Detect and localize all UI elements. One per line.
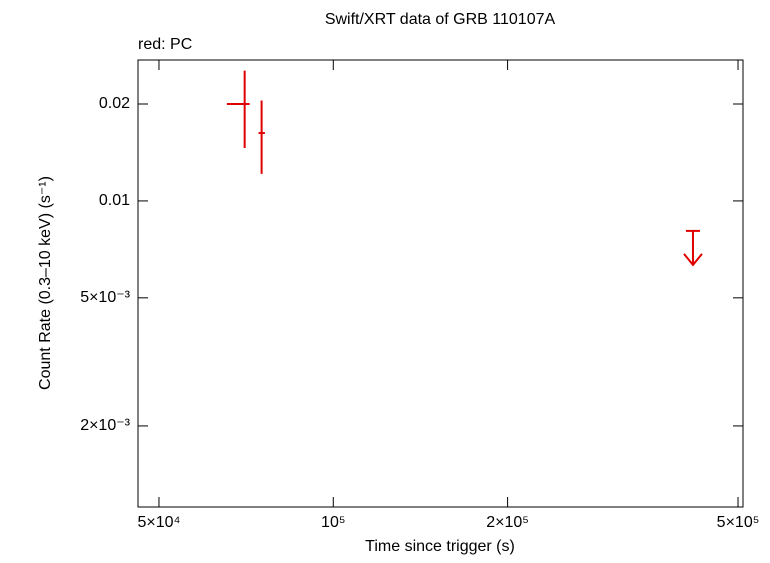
data-point: [260, 131, 264, 135]
y-axis-label: Count Rate (0.3–10 keV) (s⁻¹): [37, 176, 54, 390]
y-tick-label: 0.01: [99, 192, 130, 209]
x-tick-label: 10⁵: [321, 514, 345, 531]
annotation: red: PC: [138, 36, 192, 53]
chart-title: Swift/XRT data of GRB 110107A: [325, 11, 556, 28]
y-tick-label: 2×10⁻³: [80, 417, 130, 434]
upper-limit-arrow: [683, 230, 703, 267]
x-tick-label: 5×10⁴: [138, 514, 181, 531]
x-tick-label: 2×10⁵: [486, 514, 529, 531]
x-axis-label: Time since trigger (s): [365, 538, 515, 555]
y-tick-label: 5×10⁻³: [80, 289, 130, 306]
x-tick-label: 5×10⁵: [717, 514, 760, 531]
data-point: [243, 102, 247, 106]
y-tick-label: 0.02: [99, 95, 130, 112]
plot-frame: [137, 59, 744, 508]
